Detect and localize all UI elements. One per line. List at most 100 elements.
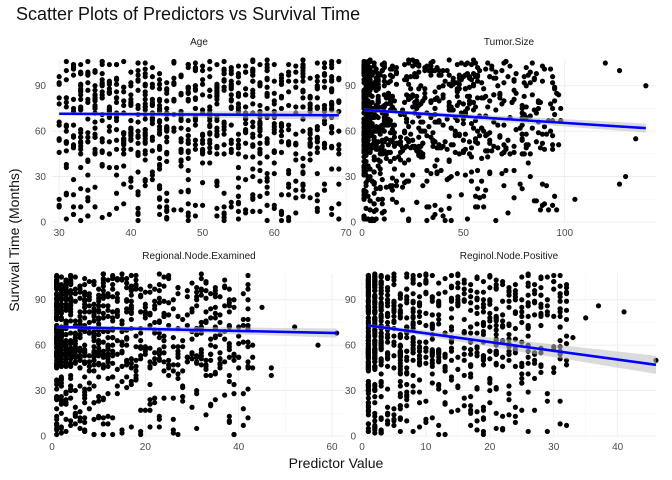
- data-point: [142, 96, 148, 102]
- data-point: [199, 151, 206, 157]
- data-point: [372, 350, 378, 356]
- data-point: [556, 92, 562, 98]
- data-point: [85, 172, 91, 178]
- data-point: [91, 330, 97, 336]
- data-point: [391, 281, 397, 288]
- data-point: [307, 140, 313, 146]
- data-point: [207, 160, 213, 166]
- data-point: [63, 428, 69, 435]
- data-point: [381, 128, 387, 134]
- data-point: [106, 164, 112, 171]
- data-point: [82, 395, 88, 401]
- data-point: [231, 357, 237, 363]
- data-point: [450, 78, 456, 84]
- data-point: [170, 306, 176, 312]
- data-point: [77, 425, 83, 432]
- data-point: [106, 89, 112, 95]
- data-point: [384, 319, 391, 326]
- data-point: [54, 431, 60, 438]
- data-point: [365, 395, 371, 401]
- data-point: [416, 125, 422, 131]
- data-point: [92, 98, 98, 104]
- data-point: [487, 348, 493, 354]
- data-point: [217, 356, 223, 362]
- data-point: [113, 205, 120, 211]
- data-point: [63, 77, 69, 83]
- data-point: [192, 142, 199, 148]
- data-point: [85, 130, 91, 136]
- data-point: [119, 275, 125, 282]
- data-point: [416, 319, 423, 326]
- data-point: [410, 291, 416, 297]
- data-point: [164, 80, 170, 86]
- data-point: [487, 285, 493, 291]
- data-point: [166, 300, 172, 306]
- data-point: [214, 145, 220, 151]
- data-point: [404, 397, 410, 403]
- data-point: [70, 143, 77, 149]
- data-point: [235, 193, 242, 199]
- data-point: [314, 84, 320, 90]
- data-point: [114, 383, 120, 389]
- data-point: [461, 357, 467, 363]
- data-point: [442, 78, 448, 84]
- data-point: [178, 136, 184, 142]
- data-point: [142, 127, 148, 133]
- data-point: [521, 74, 527, 80]
- data-point: [271, 120, 277, 127]
- data-point: [314, 192, 320, 198]
- data-point: [245, 281, 251, 288]
- y-tick-label: 60: [35, 127, 47, 138]
- data-point: [207, 131, 213, 137]
- data-point: [192, 213, 199, 219]
- data-point: [63, 321, 69, 327]
- data-point: [384, 386, 391, 392]
- data-point: [54, 304, 60, 310]
- data-point: [300, 163, 306, 169]
- data-point: [365, 338, 371, 344]
- data-point: [240, 316, 246, 323]
- data-point: [264, 184, 270, 190]
- data-point: [367, 131, 373, 137]
- data-point: [63, 164, 69, 171]
- data-point: [149, 172, 155, 178]
- data-point: [161, 313, 167, 319]
- data-point: [185, 98, 191, 104]
- data-point: [161, 283, 167, 289]
- data-point: [531, 281, 538, 288]
- data-point: [455, 407, 461, 413]
- data-point: [487, 310, 493, 316]
- data-point: [314, 208, 320, 215]
- data-point: [539, 131, 546, 137]
- data-point: [113, 89, 120, 95]
- data-point: [128, 127, 134, 133]
- data-point: [105, 391, 111, 397]
- data-point: [391, 333, 397, 339]
- data-point: [161, 350, 167, 356]
- data-point: [63, 353, 69, 359]
- data-point: [78, 134, 84, 140]
- data-point: [365, 86, 371, 92]
- data-point: [525, 292, 531, 298]
- data-point: [397, 310, 403, 316]
- data-point: [138, 286, 144, 292]
- data-point: [222, 392, 228, 398]
- data-point: [487, 140, 493, 146]
- data-point: [245, 386, 251, 392]
- data-point: [383, 155, 389, 162]
- data-point: [70, 105, 77, 112]
- data-point: [493, 327, 499, 333]
- data-point: [336, 99, 342, 105]
- data-point: [203, 412, 209, 418]
- data-point: [138, 330, 144, 336]
- data-point: [236, 365, 242, 371]
- data-point: [91, 368, 97, 374]
- data-point: [100, 431, 106, 438]
- data-point: [479, 178, 485, 184]
- data-point: [497, 133, 503, 139]
- data-point: [468, 120, 475, 127]
- data-point: [228, 204, 234, 210]
- data-point: [96, 394, 102, 400]
- data-point: [82, 281, 88, 288]
- data-point: [70, 61, 77, 68]
